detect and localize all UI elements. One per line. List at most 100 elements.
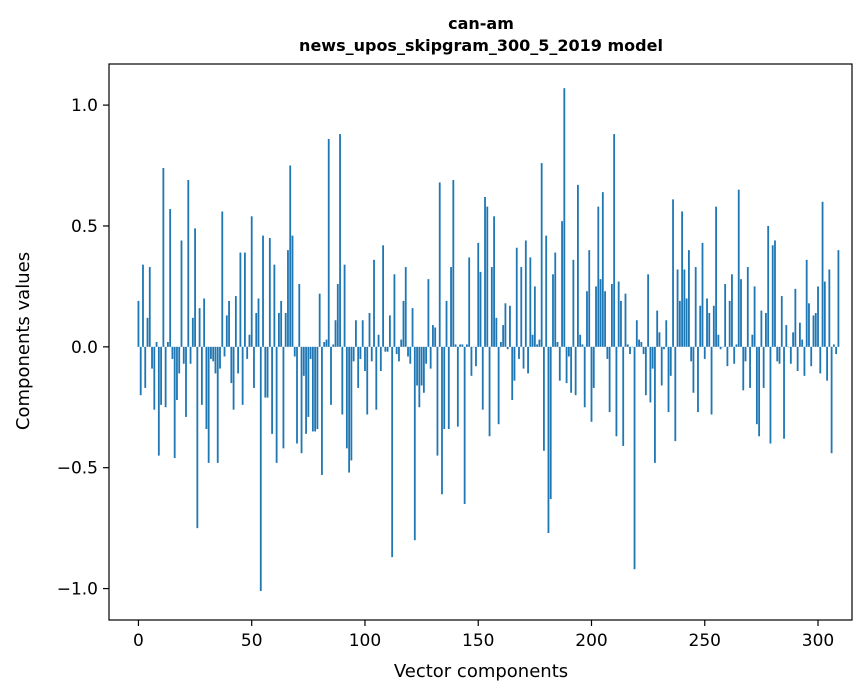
bar: [780, 296, 783, 347]
bar: [540, 163, 543, 347]
bar: [805, 259, 808, 347]
bar: [244, 252, 246, 347]
bar: [164, 346, 167, 408]
bar: [370, 346, 373, 362]
bar: [166, 342, 169, 347]
bar: [221, 211, 224, 347]
bar: [176, 346, 178, 401]
bar: [375, 346, 378, 410]
bar: [429, 346, 432, 369]
bar: [228, 300, 230, 347]
bar: [724, 283, 727, 347]
bar: [660, 346, 663, 386]
bar: [470, 346, 473, 376]
bar: [712, 305, 715, 347]
bar: [189, 346, 192, 364]
bar: [746, 267, 749, 347]
bar: [769, 346, 772, 444]
bar: [207, 346, 210, 463]
bar: [490, 267, 493, 347]
bar: [774, 240, 776, 347]
bar: [719, 346, 722, 350]
bar: [203, 298, 206, 347]
bar: [536, 344, 539, 347]
bar: [615, 346, 618, 437]
bar: [468, 257, 471, 347]
bar: [524, 240, 527, 347]
bar: [654, 346, 656, 463]
bar: [409, 346, 412, 364]
bar: [293, 346, 296, 357]
bar: [638, 339, 640, 347]
y-tick-label: −0.5: [57, 459, 98, 479]
bar: [762, 346, 765, 388]
bar: [728, 300, 731, 347]
bar: [622, 346, 625, 446]
bar: [567, 346, 570, 357]
bar: [694, 267, 697, 347]
bar: [434, 327, 437, 347]
bar: [481, 346, 484, 410]
bar: [663, 346, 665, 350]
bar: [422, 346, 425, 393]
bar: [583, 346, 586, 408]
bar: [273, 264, 276, 347]
bar: [672, 199, 674, 347]
bar: [776, 346, 779, 362]
bar: [400, 339, 403, 347]
bar: [522, 346, 525, 369]
bar: [558, 346, 561, 381]
bar: [814, 312, 817, 347]
bar: [608, 346, 611, 413]
bar: [640, 342, 643, 347]
bar: [506, 346, 509, 350]
bar: [445, 300, 448, 347]
bar: [355, 320, 357, 347]
bar: [552, 274, 554, 347]
bar: [830, 346, 833, 454]
bar: [758, 346, 761, 437]
bar: [574, 346, 577, 396]
bar: [669, 346, 672, 376]
bar: [171, 346, 174, 359]
bar: [518, 346, 520, 359]
bar: [493, 216, 495, 347]
bar: [832, 344, 835, 347]
bar: [289, 165, 292, 347]
bar: [708, 312, 711, 347]
bar: [196, 346, 199, 529]
bar: [298, 283, 301, 347]
bar: [198, 308, 201, 347]
bar: [785, 325, 788, 347]
bar: [511, 346, 514, 401]
bar: [266, 346, 269, 398]
bar: [823, 281, 826, 347]
bar: [461, 344, 464, 347]
bar: [595, 286, 597, 347]
bar: [407, 346, 409, 357]
bar: [311, 346, 314, 432]
bar: [459, 344, 462, 347]
bar: [753, 286, 756, 347]
chart-subtitle: news_upos_skipgram_300_5_2019 model: [299, 36, 663, 55]
bar: [812, 315, 815, 347]
bar: [586, 291, 588, 347]
bar: [336, 283, 339, 347]
bar: [683, 269, 686, 347]
bar: [726, 346, 729, 367]
bar: [760, 310, 763, 347]
bar: [624, 293, 627, 347]
bar: [314, 346, 317, 432]
bar: [826, 346, 828, 381]
bar: [488, 346, 491, 437]
bar: [146, 317, 149, 347]
bar: [432, 325, 434, 347]
bar: [357, 346, 360, 388]
bar: [808, 303, 810, 347]
bar: [395, 346, 398, 355]
bar: [241, 346, 244, 405]
bar: [495, 317, 498, 347]
bar: [529, 257, 532, 347]
bar: [323, 342, 326, 347]
